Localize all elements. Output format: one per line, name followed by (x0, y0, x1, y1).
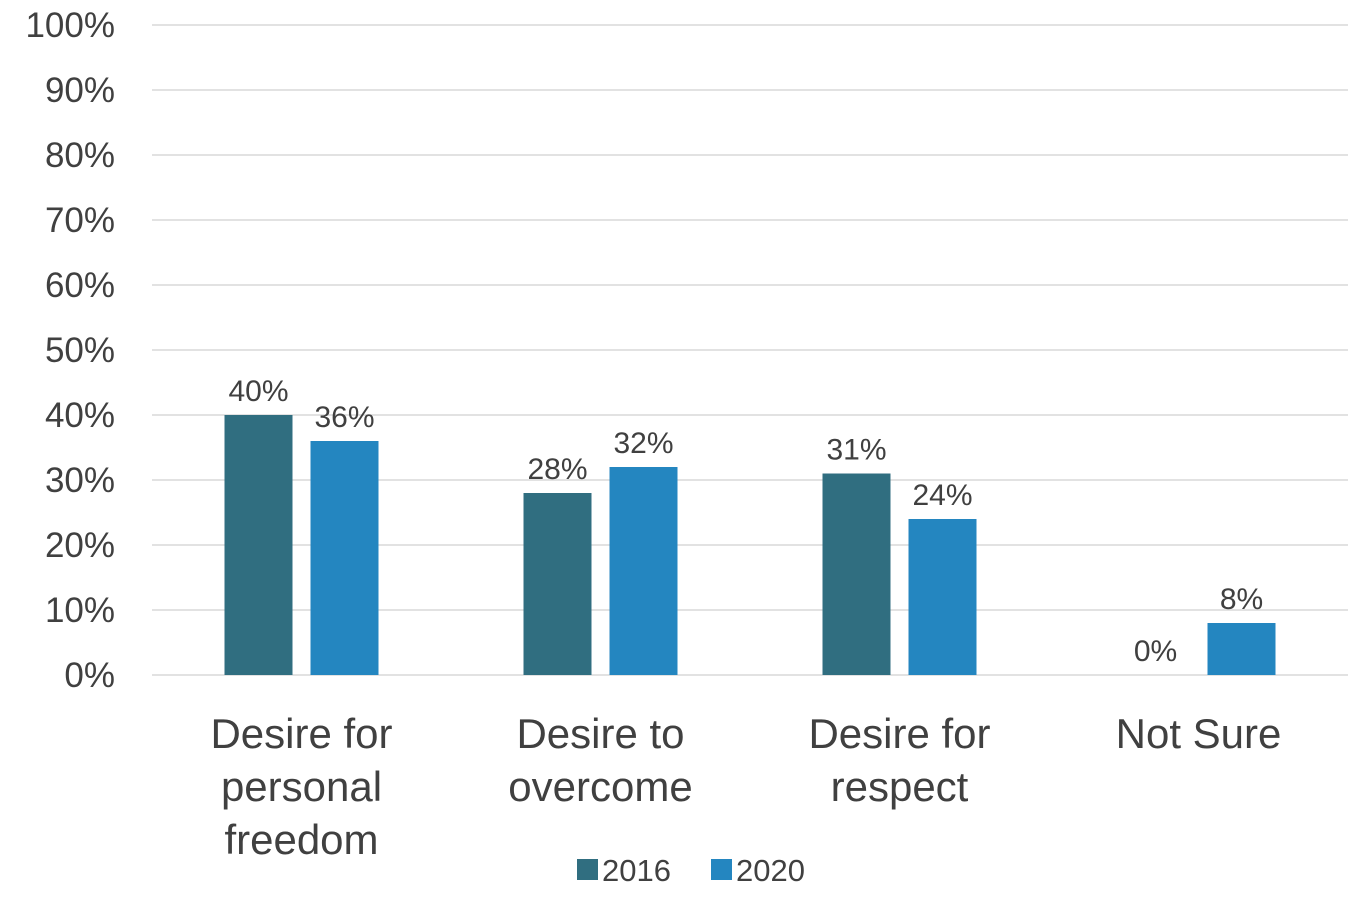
x-category-label: Desire for personal freedom (210, 710, 392, 863)
bars (224, 415, 1276, 675)
x-category-line: Not Sure (1116, 710, 1282, 757)
y-tick-label: 30% (45, 461, 115, 500)
y-tick-label: 70% (45, 201, 115, 240)
x-category-line: freedom (224, 816, 378, 863)
bar-2020 (1207, 623, 1276, 675)
data-label: 8% (1220, 583, 1263, 616)
legend-swatch-2016 (577, 859, 598, 880)
x-category-line: Desire for (210, 710, 392, 757)
y-tick-label: 100% (25, 6, 115, 45)
data-label: 28% (527, 453, 587, 486)
y-tick-label: 40% (45, 396, 115, 435)
data-labels: 40% 36% 28% 32% 31% 24% 0% 8% (228, 375, 1263, 668)
x-category-label: Desire to overcome (508, 710, 692, 810)
x-category-line: respect (831, 763, 969, 810)
y-tick-label: 80% (45, 136, 115, 175)
legend-label: 2020 (736, 853, 805, 888)
y-tick-label: 50% (45, 331, 115, 370)
legend-swatch-2020 (711, 859, 732, 880)
data-label: 32% (613, 427, 673, 460)
x-category-line: Desire for (808, 710, 990, 757)
legend: 2016 2020 (577, 853, 805, 888)
y-tick-label: 60% (45, 266, 115, 305)
y-tick-label: 10% (45, 591, 115, 630)
bar-2020 (609, 467, 678, 675)
data-label: 24% (912, 479, 972, 512)
bar-2016 (523, 493, 592, 675)
x-category-label: Not Sure (1116, 710, 1282, 757)
data-label: 36% (314, 401, 374, 434)
x-category-line: Desire to (516, 710, 684, 757)
y-tick-label: 90% (45, 71, 115, 110)
y-tick-label: 0% (64, 656, 115, 695)
y-tick-label: 20% (45, 526, 115, 565)
y-axis-ticks: 0% 10% 20% 30% 40% 50% 60% 70% 80% 90% 100% (25, 6, 115, 695)
x-category-label: Desire for respect (808, 710, 990, 810)
data-label: 31% (826, 434, 886, 467)
x-axis-categories: Desire for personal freedom Desire to overco… (210, 710, 1281, 863)
x-category-line: overcome (508, 763, 692, 810)
legend-label: 2016 (602, 853, 671, 888)
data-label: 0% (1134, 635, 1177, 668)
data-label: 40% (228, 375, 288, 408)
bar-2016 (224, 415, 293, 675)
bar-2020 (310, 441, 379, 675)
bar-2016 (822, 473, 891, 675)
bar-2020 (908, 519, 977, 675)
x-category-line: personal (221, 763, 382, 810)
